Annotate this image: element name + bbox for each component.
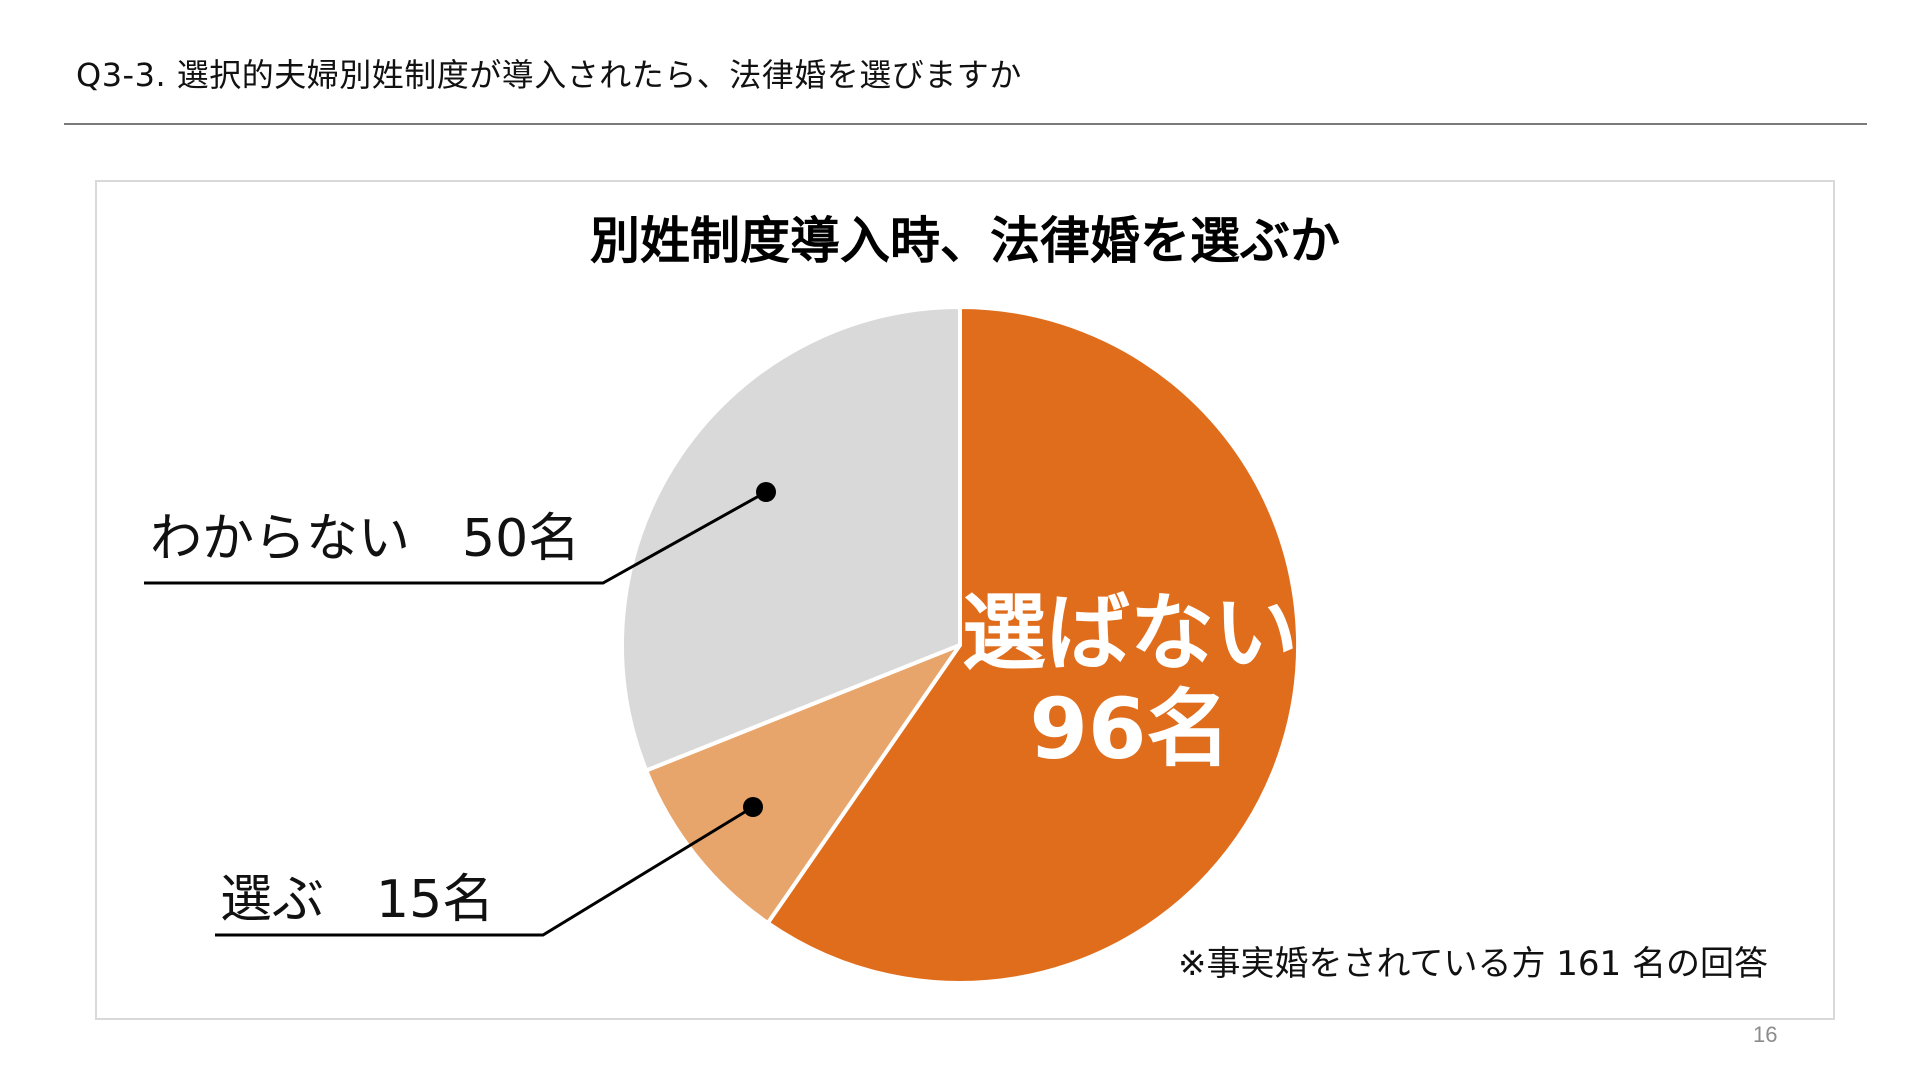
chart-footnote: ※事実婚をされている方 161 名の回答 [1178,944,1768,984]
chart-title: 別姓制度導入時、法律婚を選ぶか [590,212,1340,270]
page-number: 16 [1753,1022,1778,1047]
heading-divider [64,123,1867,125]
pie-slice-unknown [620,305,962,773]
slice-label-not-choose-value: 96名 [1030,680,1231,778]
slice-label-unknown: わからない 50名 [150,509,580,569]
pie-slice-not-choose [765,305,1300,985]
slice-label-choose: 選ぶ 15名 [220,870,494,930]
pie-slices [620,305,1300,985]
slide-heading: Q3-3. 選択的夫婦別姓制度が導入されたら、法律婚を選びますか [76,56,1022,94]
slice-label-not-choose-name: 選ばない [962,584,1298,682]
chart-frame [95,180,1835,1020]
pie-slice-choose [644,643,962,926]
leader-line-unknown [144,490,767,585]
leader-line-choose [215,805,754,937]
